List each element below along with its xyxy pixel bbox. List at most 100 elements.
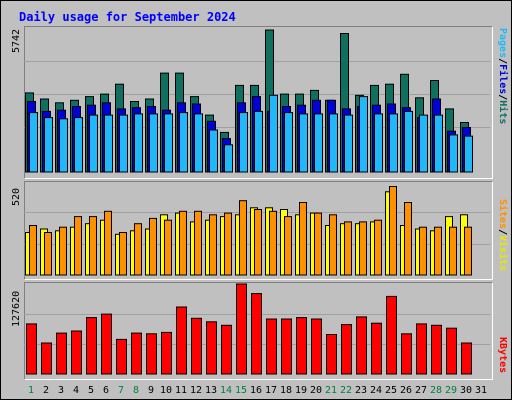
kbytes-bar — [401, 333, 412, 375]
pages-bar — [449, 134, 458, 173]
x-tick-label: 14 — [220, 385, 232, 396]
kbytes-bar — [461, 342, 472, 375]
sites-bar — [269, 210, 277, 276]
sites-bar — [254, 209, 262, 276]
kbytes-bar — [311, 318, 322, 375]
pages-bar — [269, 94, 278, 173]
pages-bar — [164, 113, 173, 173]
pages-bar — [389, 113, 398, 173]
kbytes-bar — [116, 338, 127, 375]
pages-bar — [74, 117, 83, 173]
sites-bar — [374, 219, 382, 276]
x-tick-label: 31 — [475, 385, 487, 396]
kbytes-bar — [101, 313, 112, 375]
sites-bar — [404, 202, 412, 276]
kbytes-bar — [296, 317, 307, 375]
pages-bar — [44, 117, 53, 173]
kbytes-bar — [446, 327, 457, 375]
x-tick-label: 15 — [235, 385, 247, 396]
pages-bar — [314, 113, 323, 173]
sites-bar — [359, 221, 367, 276]
kbytes-bar — [386, 295, 397, 375]
sites-bar — [314, 212, 322, 276]
sites-bar — [344, 221, 352, 276]
sites-bar — [194, 210, 202, 276]
x-tick-label: 22 — [340, 385, 352, 396]
pages-bar — [149, 113, 158, 173]
x-tick-label: 18 — [280, 385, 292, 396]
kbytes-bar — [161, 331, 172, 375]
kbytes-bar — [221, 324, 232, 375]
kbytes-bar — [416, 323, 427, 375]
sites-bar — [419, 226, 427, 276]
kbytes-bar — [71, 330, 82, 375]
x-tick-label: 10 — [160, 385, 172, 396]
sites-bar — [449, 226, 457, 276]
x-tick-label: 19 — [295, 385, 307, 396]
pages-bar — [134, 113, 143, 173]
pages-bar — [179, 112, 188, 173]
x-tick-label: 21 — [325, 385, 337, 396]
pages-bar — [359, 96, 368, 173]
x-tick-label: 4 — [73, 385, 79, 396]
kbytes-bar — [176, 306, 187, 375]
x-tick-label: 12 — [190, 385, 202, 396]
sites-bar — [224, 212, 232, 276]
x-tick-label: 11 — [175, 385, 187, 396]
sites-bar — [329, 214, 337, 276]
kbytes-bar — [356, 316, 367, 375]
sites-bar — [59, 226, 67, 276]
sites-bar — [119, 232, 127, 276]
pages-bar — [224, 144, 233, 173]
pages-bar — [299, 113, 308, 173]
kbytes-bar — [341, 324, 352, 375]
x-tick-label: 6 — [103, 385, 109, 396]
pages-bar — [374, 113, 383, 173]
sites-bar — [299, 202, 307, 276]
pages-bar — [209, 129, 218, 173]
x-tick-label: 29 — [445, 385, 457, 396]
sites-bar — [179, 210, 187, 276]
x-tick-label: 25 — [385, 385, 397, 396]
pages-bar — [239, 112, 248, 173]
kbytes-bar — [281, 318, 292, 375]
kbytes-bar — [41, 342, 52, 375]
pages-bar — [329, 113, 338, 173]
kbytes-bar — [326, 334, 337, 375]
sites-bar — [134, 223, 142, 276]
sites-bar — [164, 219, 172, 276]
chart-title: Daily usage for September 2024 — [19, 10, 236, 24]
pages-bar — [254, 110, 263, 173]
x-tick-label: 20 — [310, 385, 322, 396]
kbytes-bar — [146, 333, 157, 375]
sites-bar — [389, 186, 397, 276]
sites-bar — [89, 216, 97, 276]
kbytes-bar — [56, 332, 67, 375]
x-tick-label: 9 — [148, 385, 154, 396]
x-tick-label: 8 — [133, 385, 139, 396]
sites-bar — [104, 210, 112, 276]
pages-bar — [344, 114, 353, 173]
pages-bar — [434, 114, 443, 173]
x-tick-label: 5 — [88, 385, 94, 396]
x-tick-label: 23 — [355, 385, 367, 396]
pages-bar — [419, 114, 428, 173]
kbytes-bar — [236, 283, 247, 375]
kbytes-bar — [431, 324, 442, 375]
sites-bar — [284, 216, 292, 276]
x-tick-label: 28 — [430, 385, 442, 396]
sites-bar — [149, 217, 157, 276]
pages-bar — [194, 113, 203, 173]
sites-bar — [464, 226, 472, 276]
x-tick-label: 3 — [58, 385, 64, 396]
sites-bar — [209, 214, 217, 276]
pages-bar — [464, 135, 473, 173]
x-tick-label: 1 — [28, 385, 34, 396]
kbytes-bar — [251, 293, 262, 375]
sites-bar — [29, 225, 37, 276]
pages-bar — [119, 114, 128, 173]
pages-bar — [59, 118, 68, 173]
pages-bar — [89, 114, 98, 173]
sites-bar — [434, 226, 442, 276]
